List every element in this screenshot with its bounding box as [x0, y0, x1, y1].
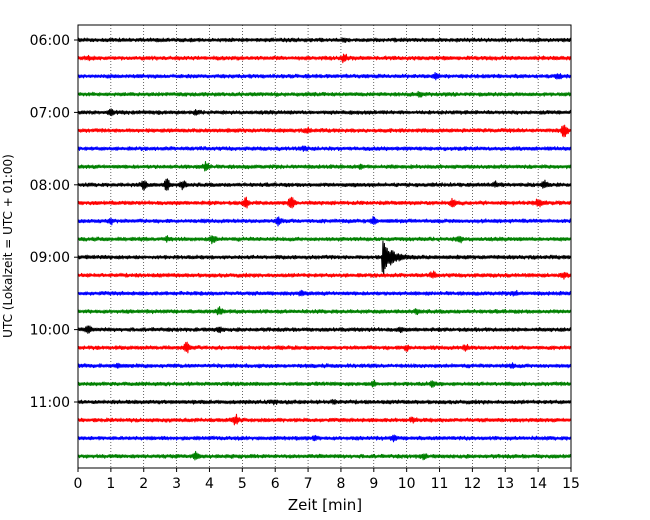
- trace-line: [77, 341, 572, 354]
- y-axis-ticks: 06:00 07:00 08:00 09:00 10:00 11:00: [30, 33, 78, 411]
- y-tick-label: 06:00: [30, 33, 70, 49]
- trace-line: [77, 37, 572, 43]
- trace-line: [77, 145, 572, 152]
- trace-line: [77, 450, 572, 461]
- x-tick-label: 4: [205, 476, 214, 492]
- trace-line: [77, 379, 572, 388]
- y-tick-label: 07:00: [30, 105, 70, 121]
- trace-line: [77, 306, 572, 316]
- x-tick-label: 14: [529, 476, 547, 492]
- x-tick-label: 3: [172, 476, 181, 492]
- trace-line: [77, 362, 572, 369]
- y-tick-label: 09:00: [30, 250, 70, 266]
- trace-line: [77, 108, 572, 117]
- trace-line: [77, 270, 572, 280]
- x-tick-label: 6: [271, 476, 280, 492]
- trace-lines: [77, 37, 572, 461]
- x-tick-label: 7: [304, 476, 313, 492]
- x-tick-label: 13: [496, 476, 514, 492]
- x-tick-label: 12: [463, 476, 481, 492]
- x-tick-label: 9: [369, 476, 378, 492]
- x-axis-label: Zeit [min]: [288, 496, 362, 514]
- x-tick-label: 8: [336, 476, 345, 492]
- trace-line: [77, 398, 572, 406]
- x-tick-label: 2: [139, 476, 148, 492]
- trace-line: [77, 325, 572, 334]
- x-axis-ticks: 0 1 2 3 4 5 6 7 8 9 10 11 12 13 14 15: [74, 468, 580, 492]
- x-tick-label: 1: [106, 476, 115, 492]
- trace-line: [77, 72, 572, 81]
- trace-line: [77, 160, 572, 172]
- x-tick-label: 10: [398, 476, 416, 492]
- plot-frame: [77, 24, 572, 469]
- trace-line: [77, 90, 572, 98]
- trace-line: [77, 413, 572, 426]
- trace-line: [77, 196, 572, 209]
- trace-line: [77, 434, 572, 443]
- trace-line: [77, 240, 572, 276]
- trace-line: [77, 235, 572, 245]
- x-tick-label: 5: [238, 476, 247, 492]
- trace-line: [77, 53, 572, 64]
- trace-line: [77, 124, 572, 138]
- y-tick-label: 10:00: [30, 323, 70, 339]
- trace-line: [77, 215, 572, 227]
- y-axis-label: UTC (Lokalzeit = UTC + 01:00): [1, 154, 15, 338]
- x-tick-label: 0: [74, 476, 83, 492]
- grid-lines: [110, 25, 539, 468]
- y-tick-label: 08:00: [30, 178, 70, 194]
- trace-line: [77, 178, 572, 191]
- trace-line: [77, 289, 572, 297]
- x-tick-label: 15: [562, 476, 580, 492]
- x-tick-label: 11: [431, 476, 449, 492]
- y-tick-label: 11:00: [30, 395, 70, 411]
